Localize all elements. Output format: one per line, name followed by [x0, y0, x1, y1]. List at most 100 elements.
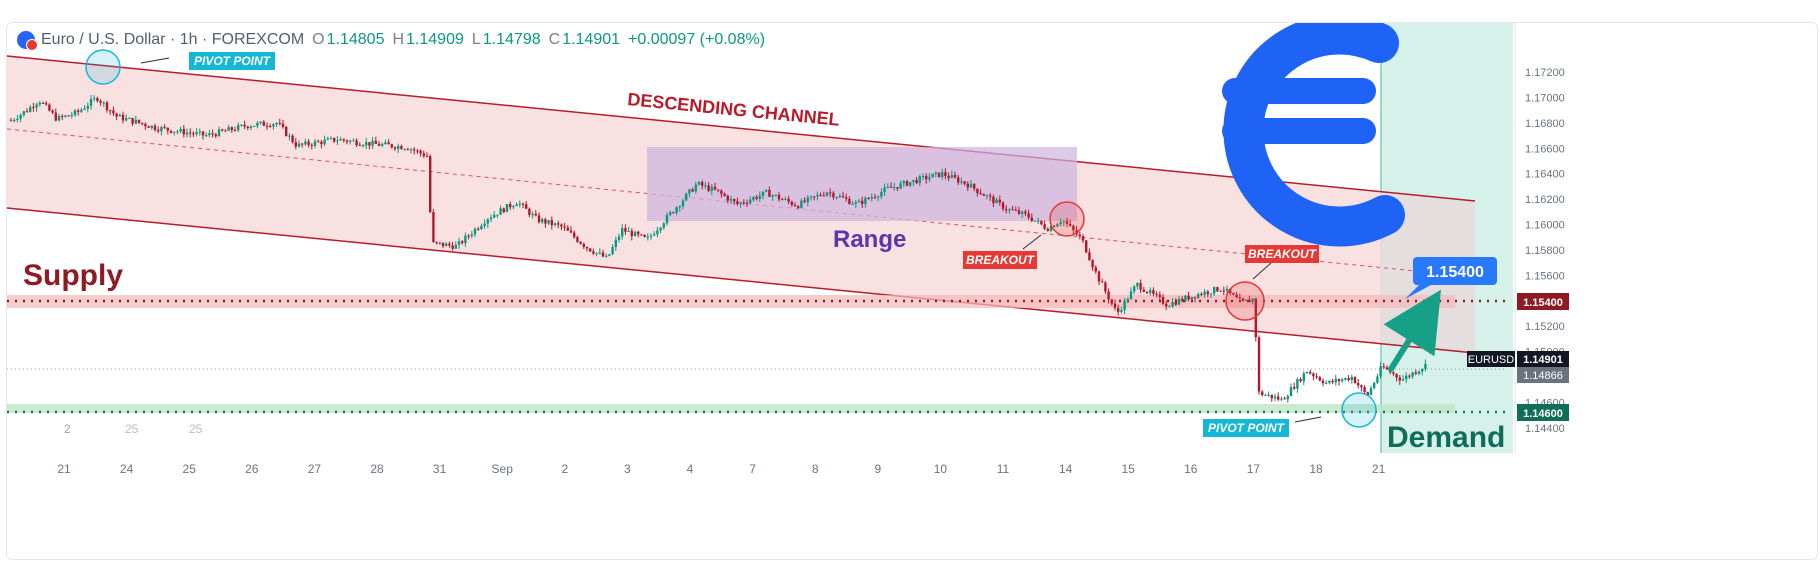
pivot-bottom-circle [1341, 392, 1377, 428]
candle-body [1334, 379, 1337, 383]
candle-body [128, 117, 131, 119]
candle-body [368, 142, 371, 146]
candle-body [297, 143, 301, 147]
candle-body [1222, 290, 1225, 292]
candle-body [144, 123, 147, 127]
candle-body [905, 181, 909, 186]
candle-body [1053, 225, 1056, 227]
candle-body [1193, 296, 1197, 299]
candle-body [889, 186, 893, 188]
candle-body [637, 231, 640, 235]
candle-body [541, 219, 544, 223]
time-tick-label: 2 [561, 462, 568, 476]
candle-body [499, 208, 502, 215]
time-tick-label: 25 [183, 462, 197, 476]
candle-body [1379, 366, 1382, 377]
candle-body [941, 172, 944, 177]
time-tick-label: 21 [1372, 462, 1386, 476]
candle-body [739, 202, 742, 205]
candle-body [9, 120, 13, 122]
candle-body [1091, 260, 1094, 268]
candle-body [1142, 289, 1145, 292]
candle-body [806, 197, 809, 203]
candle-body [518, 203, 521, 205]
faded-label-1: 2 [64, 422, 71, 436]
candle-body [339, 139, 342, 141]
candle-body [1021, 211, 1024, 214]
candle-body [454, 244, 457, 249]
candle-body [86, 105, 89, 109]
svg-text:PIVOT POINT: PIVOT POINT [1208, 421, 1286, 435]
price-axis[interactable] [1515, 23, 1817, 559]
candle-body [483, 223, 486, 227]
candle-body [1200, 293, 1203, 295]
candle-body [1072, 225, 1075, 231]
time-tick-label: 4 [687, 462, 694, 476]
candle-body [157, 129, 160, 132]
price-tick-label: 1.16200 [1525, 194, 1565, 206]
candle-body [534, 213, 537, 216]
close-label: C [548, 31, 561, 48]
candle-body [435, 241, 438, 243]
time-axis[interactable]: 21 24 25 26 27 28 31 Sep 2 3 4 7 8 9 10 11 14 15 16 17 18 21 [57, 462, 1385, 476]
candle-body [985, 195, 989, 197]
candle-body [848, 198, 851, 204]
breakout-2-connector [1252, 262, 1272, 280]
candle-body [736, 201, 739, 205]
candle-body [825, 192, 829, 196]
symbol-name[interactable]: Euro / U.S. Dollar · 1h · FOREXCOM [41, 31, 305, 48]
candle-body [1149, 290, 1152, 293]
candle-body [361, 145, 365, 147]
svg-text:EURUSD: EURUSD [1468, 354, 1515, 366]
candle-body [288, 135, 291, 137]
candle-body [262, 121, 265, 126]
candle-body [537, 215, 541, 223]
candle-body [1401, 379, 1405, 381]
candle-body [355, 140, 358, 146]
candle-body [313, 141, 317, 146]
candle-body [925, 175, 928, 180]
range-label: Range [833, 226, 906, 253]
candle-body [726, 195, 729, 201]
candle-body [713, 186, 717, 190]
time-tick-label: 8 [812, 462, 819, 476]
candle-body [118, 114, 121, 117]
candle-body [438, 242, 441, 244]
candle-body [1261, 391, 1264, 396]
candle-body [1005, 209, 1008, 211]
price-chart[interactable]: DESCENDING CHANNEL Range Supply Demand P… [7, 23, 1817, 559]
candle-body [1235, 294, 1238, 298]
symbol-header: Euro / U.S. Dollar · 1h · FOREXCOM O 1.14… [17, 31, 765, 51]
candle-body [409, 149, 413, 151]
candle-body [960, 181, 963, 183]
candle-body [1059, 222, 1062, 225]
candle-body [659, 227, 662, 231]
candle-body [633, 231, 637, 237]
candle-body [809, 196, 813, 198]
candle-body [1197, 293, 1200, 299]
time-tick-label: 11 [997, 462, 1010, 476]
open-label: O [312, 31, 325, 48]
candle-body [38, 102, 41, 105]
time-tick-label: 28 [370, 462, 384, 476]
candle-body [1056, 224, 1059, 227]
candle-body [918, 176, 921, 184]
candle-body [413, 149, 416, 151]
candle-body [387, 142, 390, 145]
candle-body [1241, 298, 1245, 301]
candle-body [1062, 221, 1065, 223]
candle-body [1289, 387, 1293, 397]
candle-body [563, 226, 566, 228]
candle-body [841, 195, 845, 198]
candle-body [803, 200, 806, 203]
candle-body [189, 132, 192, 134]
candle-body [883, 187, 886, 192]
candle-body [1337, 379, 1341, 382]
candle-body [304, 141, 307, 145]
candle-body [1248, 299, 1251, 303]
candle-body [1254, 298, 1257, 338]
time-tick-label: 7 [749, 462, 756, 476]
candle-body [1155, 293, 1158, 295]
candle-body [1014, 210, 1017, 212]
breakout-label-2: BREAKOUT [1245, 245, 1319, 263]
